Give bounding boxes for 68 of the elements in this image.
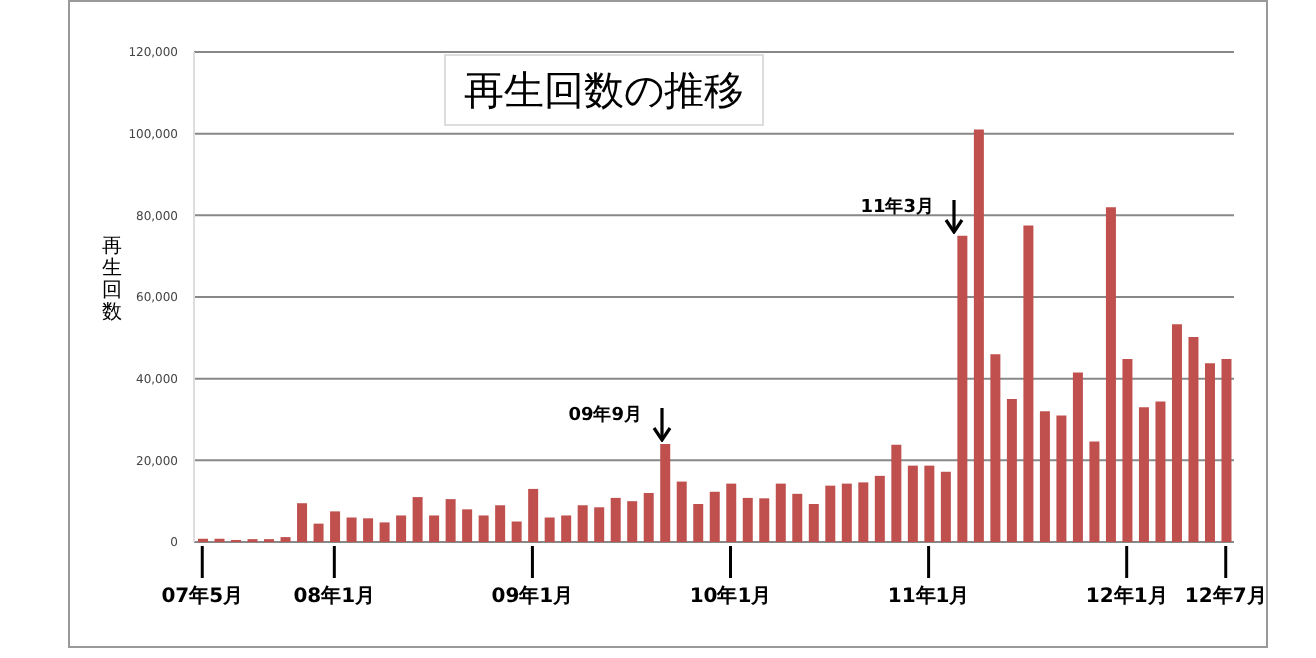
- bar: [858, 482, 869, 542]
- x-tick-label: 08年1月: [293, 584, 376, 608]
- bar: [1056, 415, 1067, 542]
- bar: [775, 483, 786, 542]
- x-tick-label: 12年7月: [1184, 584, 1267, 608]
- x-tick-label: 09年1月: [491, 584, 574, 608]
- bar: [297, 503, 308, 542]
- bar: [495, 505, 506, 542]
- bar: [528, 488, 539, 542]
- bar: [990, 354, 1001, 542]
- bar: [1221, 359, 1232, 542]
- bar: [973, 129, 984, 542]
- y-axis-title: 再生回数: [102, 236, 124, 324]
- bar: [825, 485, 836, 542]
- bar: [511, 521, 522, 542]
- bar: [660, 444, 671, 542]
- bar: [346, 517, 357, 542]
- bar: [412, 497, 423, 542]
- bar: [363, 518, 374, 542]
- annotation: 11年3月: [858, 195, 934, 220]
- annotation: 09年9月: [566, 403, 642, 428]
- bar: [478, 515, 489, 542]
- chart-title: 再生回数の推移: [444, 54, 764, 126]
- bar: [808, 504, 819, 542]
- bar: [1122, 359, 1133, 542]
- bar: [1155, 401, 1166, 542]
- bar: [1023, 225, 1034, 542]
- bar: [742, 497, 753, 542]
- bar: [627, 501, 638, 542]
- bar: [396, 515, 407, 542]
- bar: [1188, 337, 1199, 542]
- bar: [462, 509, 473, 542]
- bar: [1138, 407, 1149, 542]
- bar: [594, 507, 605, 542]
- bar: [709, 491, 720, 542]
- bar: [874, 475, 885, 542]
- bar: [1089, 441, 1100, 542]
- x-tick-label: 10年1月: [689, 584, 772, 608]
- bar: [643, 493, 654, 542]
- bar: [940, 471, 951, 542]
- bar: [1072, 372, 1083, 542]
- bar: [429, 515, 440, 542]
- bar: [379, 522, 390, 542]
- bar: [313, 523, 324, 542]
- bar: [693, 504, 704, 542]
- bar: [1039, 411, 1050, 542]
- bar: [792, 493, 803, 542]
- bar: [1204, 363, 1215, 542]
- bar: [1171, 324, 1182, 542]
- bar: [445, 499, 456, 542]
- bar: [891, 444, 902, 542]
- bar: [1006, 399, 1017, 542]
- x-tick-label: 12年1月: [1085, 584, 1168, 608]
- bar: [957, 235, 968, 542]
- bar: [676, 481, 687, 542]
- bar: [841, 483, 852, 542]
- bar: [907, 465, 918, 542]
- x-tick-label: 07年5月: [161, 584, 244, 608]
- bar: [561, 515, 572, 542]
- bar: [577, 505, 588, 542]
- bar: [610, 497, 621, 542]
- bar: [544, 517, 555, 542]
- bar: [330, 511, 341, 542]
- x-tick-label: 11年1月: [887, 584, 970, 608]
- bar: [759, 498, 770, 542]
- bar: [1105, 207, 1116, 542]
- bar: [726, 483, 737, 542]
- bar: [924, 465, 935, 542]
